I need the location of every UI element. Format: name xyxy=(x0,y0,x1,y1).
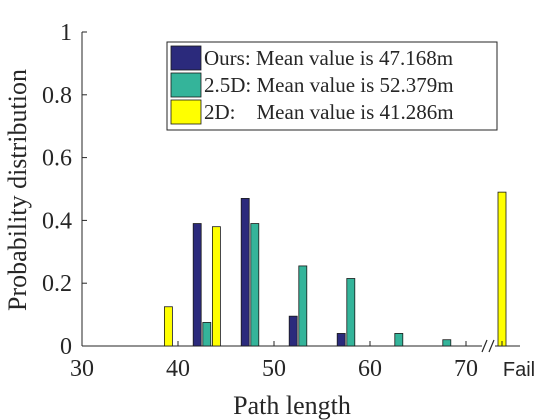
bar-series-2 xyxy=(394,333,404,347)
bar-series-2 xyxy=(298,265,308,347)
y-tick-label: 0.6 xyxy=(42,146,72,172)
legend-label: 2D: Mean value is 41.286m xyxy=(204,100,454,124)
x-axis-label: Path length xyxy=(233,391,351,420)
axis-break-slash xyxy=(488,339,495,353)
ticks: 30 40 50 60 70 Fail 0 0.2 0.4 0.6 0.8 1 xyxy=(42,20,535,382)
bar-series-1 xyxy=(336,333,346,347)
y-tick-label: 0.8 xyxy=(42,83,72,109)
bar-series-1 xyxy=(288,315,298,347)
legend-box xyxy=(166,41,498,131)
y-tick-label: 0.2 xyxy=(42,271,72,297)
legend-label: Ours: Mean value is 47.168m xyxy=(204,46,453,70)
bar-series-2 xyxy=(442,339,452,347)
bar-series-2 xyxy=(202,322,212,347)
axis-break-gap xyxy=(482,339,495,353)
bar-series-3 xyxy=(163,306,173,347)
y-tick-label: 0 xyxy=(60,334,72,360)
axis-break-slash xyxy=(481,339,488,353)
legend-swatch xyxy=(170,45,202,71)
bar-series-2 xyxy=(250,223,260,347)
bar-series-1 xyxy=(192,223,202,347)
bars xyxy=(163,191,507,347)
bar-fail-series-3 xyxy=(497,191,507,347)
y-tick-label: 0.4 xyxy=(42,208,72,234)
legend-label: 2.5D: Mean value is 52.379m xyxy=(204,73,454,97)
x-tick-label: 50 xyxy=(262,356,286,382)
bar-series-3 xyxy=(211,226,221,347)
x-tick-label-fail: Fail xyxy=(503,359,535,381)
bar-series-1 xyxy=(240,198,250,347)
y-axis-label: Probability distribution xyxy=(3,69,32,311)
x-tick-label: 60 xyxy=(358,356,382,382)
y-tick-label: 1 xyxy=(60,20,72,46)
legend-swatch xyxy=(170,99,202,125)
x-tick-label: 30 xyxy=(70,356,94,382)
legend: Ours: Mean value is 47.168m 2.5D: Mean va… xyxy=(166,41,498,131)
legend-swatch xyxy=(170,72,202,98)
x-tick-label: 40 xyxy=(166,356,190,382)
x-tick-label: 70 xyxy=(454,356,478,382)
bar-series-2 xyxy=(346,278,356,347)
